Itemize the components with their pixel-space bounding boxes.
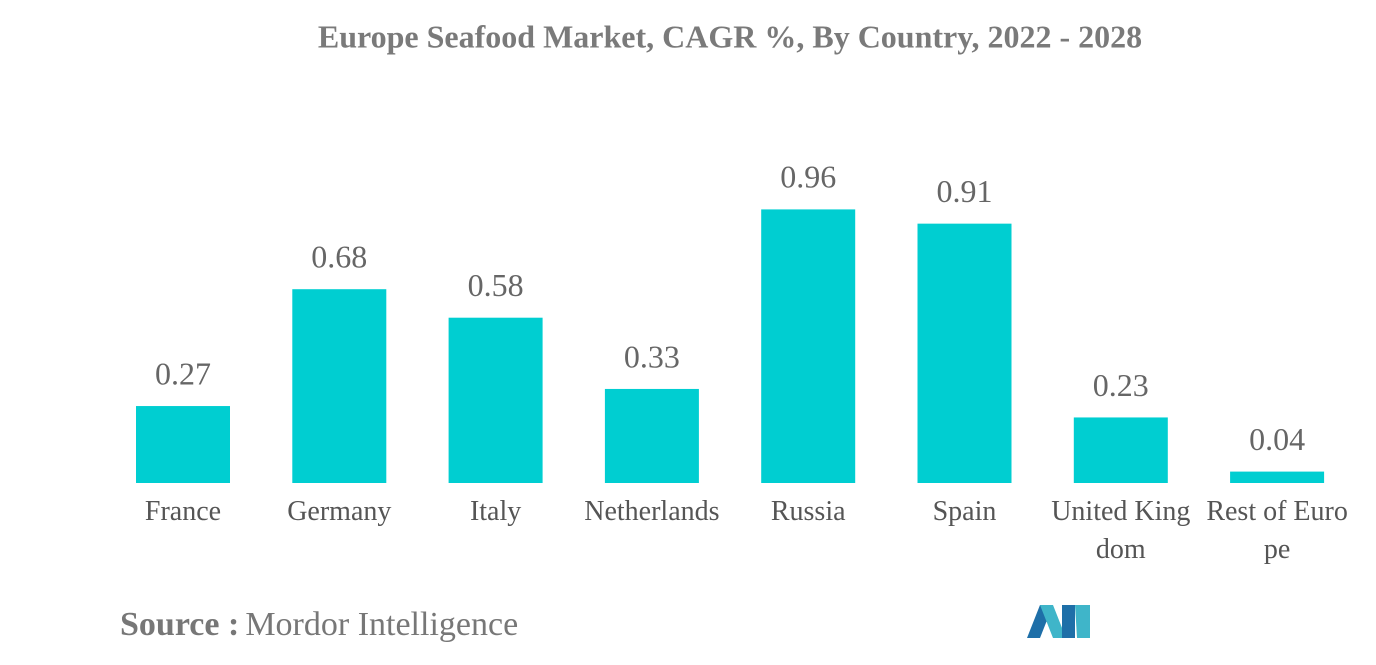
bar	[1230, 471, 1325, 483]
value-label: 0.23	[1093, 367, 1149, 403]
x-tick-label: Italy	[469, 496, 522, 527]
x-tick-label: Russia	[770, 496, 846, 527]
x-tick-label: Germany	[287, 496, 392, 527]
source-text: Mordor Intelligence	[245, 606, 519, 643]
x-tick-label: Spain	[932, 496, 997, 527]
bar	[292, 289, 387, 483]
x-tick-label: France	[144, 496, 222, 527]
x-tick-label: Netherlands	[584, 496, 720, 527]
value-label: 0.04	[1249, 421, 1305, 457]
value-label: 0.27	[155, 355, 211, 391]
x-tick-label: Rest of Europe	[1206, 496, 1348, 565]
bar	[604, 388, 699, 483]
value-label: 0.58	[468, 267, 524, 303]
bar	[1073, 417, 1168, 483]
bar	[448, 317, 543, 483]
bar	[761, 209, 856, 483]
source-label: Source :	[120, 606, 240, 643]
bar	[136, 406, 230, 483]
logo	[1027, 605, 1090, 638]
source: Source : Mordor Intelligence	[120, 606, 518, 644]
x-tick-label: United Kingdom	[1051, 496, 1191, 565]
value-label: 0.96	[780, 159, 836, 195]
value-label: 0.68	[311, 239, 367, 275]
bar	[917, 223, 1012, 483]
chart-title: Europe Seafood Market, CAGR %, By Countr…	[318, 18, 1142, 54]
value-label: 0.91	[937, 173, 993, 209]
value-label: 0.33	[624, 338, 680, 374]
